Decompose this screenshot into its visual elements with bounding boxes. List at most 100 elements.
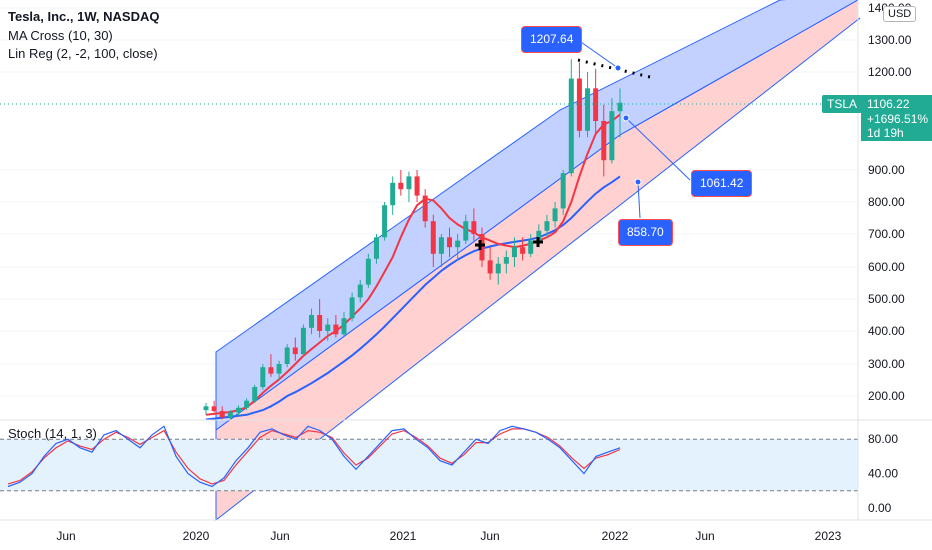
candle [576,62,582,138]
candle [325,318,331,341]
price-tick-label: 1200.00 [868,65,912,79]
candle-body [536,230,542,241]
candle [341,311,347,336]
candle-body [552,208,558,222]
price-tick-label: 800.00 [868,195,905,209]
price-tick-label: 900.00 [868,163,905,177]
candle-body [382,205,388,238]
candle [447,227,453,258]
candle [260,364,266,390]
candle-body [373,237,379,259]
currency-badge[interactable]: USD [883,6,917,22]
symbol-title: Tesla, Inc., 1W, NASDAQ [8,9,160,24]
candle-body [227,412,233,418]
candle-body [503,257,509,264]
stoch-tick-label: 40.00 [868,467,898,481]
candle-body [284,347,290,364]
candle [511,237,517,267]
candle-body [292,347,298,355]
candle [252,384,258,404]
candle [373,234,379,264]
candle [617,88,623,138]
time-tick-label: Jun [270,529,289,543]
candle-body [422,195,428,222]
candle [422,189,428,228]
candle-body [601,121,607,161]
chart-overlay [0,39,858,250]
candle-body [568,78,574,174]
candle [309,308,315,335]
annotation-lower[interactable]: 858.70 [618,219,673,246]
candle [349,292,355,322]
candle [495,257,501,285]
candle [455,234,461,261]
callout-lower [637,181,641,219]
anchor-dot [622,114,630,122]
candle-body [487,260,493,274]
stoch-tick-label: 80.00 [868,432,898,446]
candle [284,344,290,368]
candle-body [406,176,412,190]
candle-body [317,315,323,331]
annotation-mid[interactable]: 1061.42 [691,170,753,197]
ma-cross-legend[interactable]: MA Cross (10, 30) [8,28,113,43]
candle [503,250,509,274]
candle-body [495,263,501,274]
candle-body [219,411,225,418]
candle-body [309,315,315,328]
candle [203,403,209,415]
current-change: +1696.51% [867,111,929,126]
stoch-legend[interactable]: Stoch (14, 1, 3) [8,426,97,441]
symbol-price-tag: TSLA [822,95,863,113]
candle-body [520,247,526,254]
candle [609,98,615,164]
candle-body [390,182,396,206]
linreg-legend[interactable]: Lin Reg (2, -2, 100, close) [8,46,158,61]
candle-body [479,234,485,261]
candle [471,208,477,241]
candle-body [260,367,266,388]
candle-body [357,284,363,298]
candle-body [455,240,461,248]
candle-body [235,407,241,413]
candle-body [365,258,371,285]
ma-fast-line [205,113,621,416]
callout-mid [625,117,691,181]
candle-body [560,173,566,209]
candle [300,324,306,358]
candle [357,279,363,303]
candle [219,406,225,420]
annotation-upper[interactable]: 1207.64 [521,26,583,53]
price-axis: 1400.001300.001200.00900.00800.00700.006… [857,0,912,520]
candle [406,171,412,202]
candle-body [528,240,534,254]
candle-body [341,318,347,335]
candles [203,59,623,421]
candle [317,299,323,338]
candle-body [471,221,477,234]
candle [430,214,436,267]
time-axis: Jun 2020 Jun 2021 Jun 2022 Jun 2023 [0,519,932,543]
candle [520,237,526,261]
candle [552,202,558,228]
candle [268,354,274,377]
candle-body [617,102,623,112]
candle [528,234,534,258]
stoch-tick-label: 0.00 [868,501,892,515]
candle [235,405,241,416]
candle-body [414,176,420,196]
candle [560,170,566,215]
time-tick-label: Jun [480,529,499,543]
candle [276,360,282,380]
stoch-k-line [7,425,621,488]
time-tick-label: Jun [695,529,714,543]
callout-upper [577,39,619,69]
time-tick-label: 2023 [815,529,842,543]
candle [544,214,550,238]
candle [390,176,396,215]
price-tick-label: 500.00 [868,292,905,306]
candle-body [349,297,355,319]
candle [479,227,485,267]
time-tick-label: 2021 [390,529,417,543]
